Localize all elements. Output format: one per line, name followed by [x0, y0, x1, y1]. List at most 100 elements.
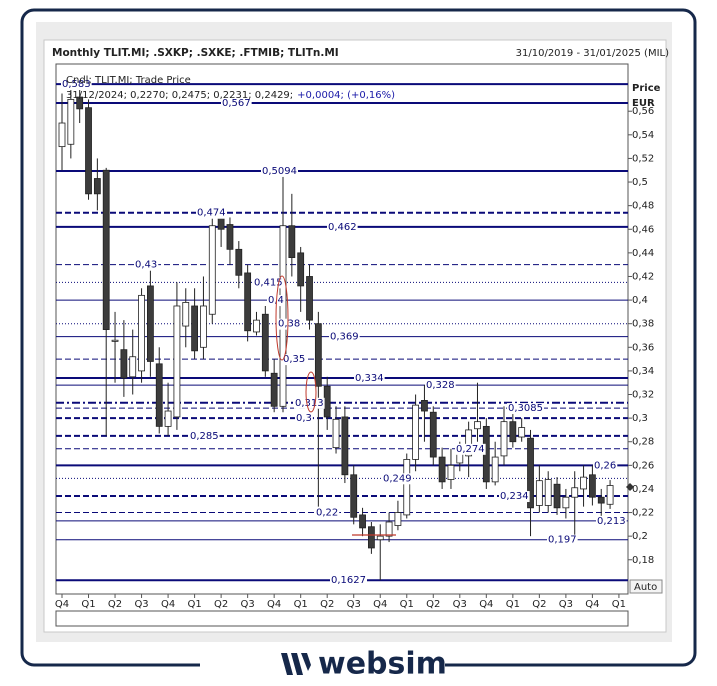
candle-body	[527, 437, 534, 509]
candle-body	[350, 474, 358, 518]
level-label-background	[294, 397, 325, 409]
candle-body	[297, 252, 305, 287]
candle-body	[93, 178, 101, 195]
date-range: 31/10/2019 - 31/01/2025 (MIL)	[516, 48, 669, 59]
x-tick-label: Q4	[55, 599, 69, 610]
level-label: 0,43	[135, 260, 157, 271]
y-tick-label: 0,28	[632, 437, 654, 448]
candle-body	[465, 429, 473, 457]
level-label: 0,313	[295, 398, 324, 409]
candle-body	[129, 356, 137, 378]
y-tick-label: 0,36	[632, 342, 654, 353]
level-label-background	[267, 295, 285, 307]
level-label: 0,274	[456, 444, 485, 455]
candle-body	[544, 479, 552, 506]
scale-mode-box[interactable]	[629, 579, 663, 594]
y-tick-label: 0,18	[632, 555, 654, 566]
level-label-background	[327, 221, 358, 233]
y-tick-label: 0,56	[632, 106, 654, 117]
candle-body	[111, 339, 119, 342]
y-tick-label: 0,44	[632, 248, 654, 259]
candle-body	[155, 363, 163, 427]
x-tick-label: Q4	[267, 599, 281, 610]
candle-body	[288, 225, 296, 258]
candle-body	[67, 99, 75, 145]
candle-body	[138, 294, 145, 372]
candle-body	[429, 411, 437, 458]
y-tick-label: 0,54	[632, 130, 654, 141]
candle-body	[332, 418, 340, 449]
y-tick-label: 0,52	[632, 153, 654, 164]
y-tick-label: 0,4	[632, 295, 648, 306]
legend-change: +0,0004; (+0,16%)	[297, 90, 395, 101]
y-tick-label: 0,46	[632, 224, 654, 235]
level-label-background	[134, 259, 159, 271]
x-tick-label: Q3	[559, 599, 573, 610]
candle-body	[403, 459, 411, 516]
candle-body	[509, 421, 517, 443]
chart-title: Monthly TLIT.MI; .SXKP; .SXKE; .FTMIB; T…	[52, 47, 339, 59]
y-tick-label: 0,2	[632, 531, 648, 542]
y-tick-label: 0,26	[632, 460, 654, 471]
level-label-background	[593, 460, 618, 472]
candle-body	[518, 427, 526, 438]
label-layer: 0,56 0,54 0,52 0,5 0,48 0,46 0,44 0,42 0,4 0,38 0,…	[55, 79, 654, 625]
candle-body	[261, 313, 269, 372]
level-label: 0,369	[330, 332, 359, 343]
last-price-marker	[626, 483, 634, 491]
level-label: 0,35	[283, 354, 305, 365]
y-tick-label: 0,24	[632, 484, 654, 495]
annotation-ellipse	[275, 275, 289, 361]
candle-body	[491, 456, 499, 483]
candle-body	[279, 225, 287, 407]
candle-body	[306, 276, 313, 321]
candle-body	[200, 305, 207, 348]
candle-body	[500, 421, 508, 457]
level-label: 0,197	[548, 535, 577, 546]
level-label: 0,583	[62, 79, 91, 90]
level-label-background	[547, 534, 578, 546]
x-tick-label: Q1	[400, 599, 414, 610]
y-tick-label: 0,38	[632, 319, 654, 330]
x-tick-label: Q2	[320, 599, 334, 610]
level-label: 0,3	[296, 413, 312, 424]
x-tick-label: Q4	[585, 599, 599, 610]
x-tick-label: Q4	[479, 599, 493, 610]
x-tick-label: Q2	[108, 599, 122, 610]
level-label-background	[425, 380, 456, 392]
level-label-background	[196, 207, 227, 219]
level-label-background	[507, 403, 544, 415]
level-label: 0,213	[597, 516, 626, 527]
scale-mode[interactable]: Auto	[634, 582, 657, 593]
level-label: 0,415	[254, 277, 283, 288]
candle-body	[323, 385, 331, 418]
level-label-background	[315, 507, 340, 519]
level-label: 0,5094	[262, 166, 297, 177]
x-tick-label: Q3	[134, 599, 148, 610]
level-label: 0,234	[500, 491, 529, 502]
candle-body	[85, 107, 92, 195]
brand: websim	[318, 647, 447, 682]
year-row	[55, 610, 629, 627]
level-label-background	[329, 331, 360, 343]
candle-body	[208, 225, 216, 315]
candle-body	[76, 96, 84, 110]
candle-body	[244, 272, 252, 332]
candle-body	[314, 323, 322, 387]
annotation-ellipse	[305, 371, 317, 413]
legend-last-values: 31/12/2024; 0,2270; 0,2475; 0,2231; 0,24…	[66, 90, 293, 101]
y-tick-label: 0,42	[632, 271, 654, 282]
y-axis-unit: EUR	[632, 98, 655, 109]
level-label-background	[330, 575, 367, 587]
candle-body	[217, 217, 225, 230]
level-label-background	[261, 165, 298, 177]
y-tick-label: 0,22	[632, 508, 654, 519]
candle-body	[58, 122, 66, 148]
level-label-background	[455, 443, 486, 455]
candle-body	[191, 305, 199, 352]
level-label: 0,3085	[508, 403, 543, 414]
candle-body	[394, 512, 402, 526]
candle-body	[553, 483, 561, 509]
logo-icon	[281, 653, 311, 675]
